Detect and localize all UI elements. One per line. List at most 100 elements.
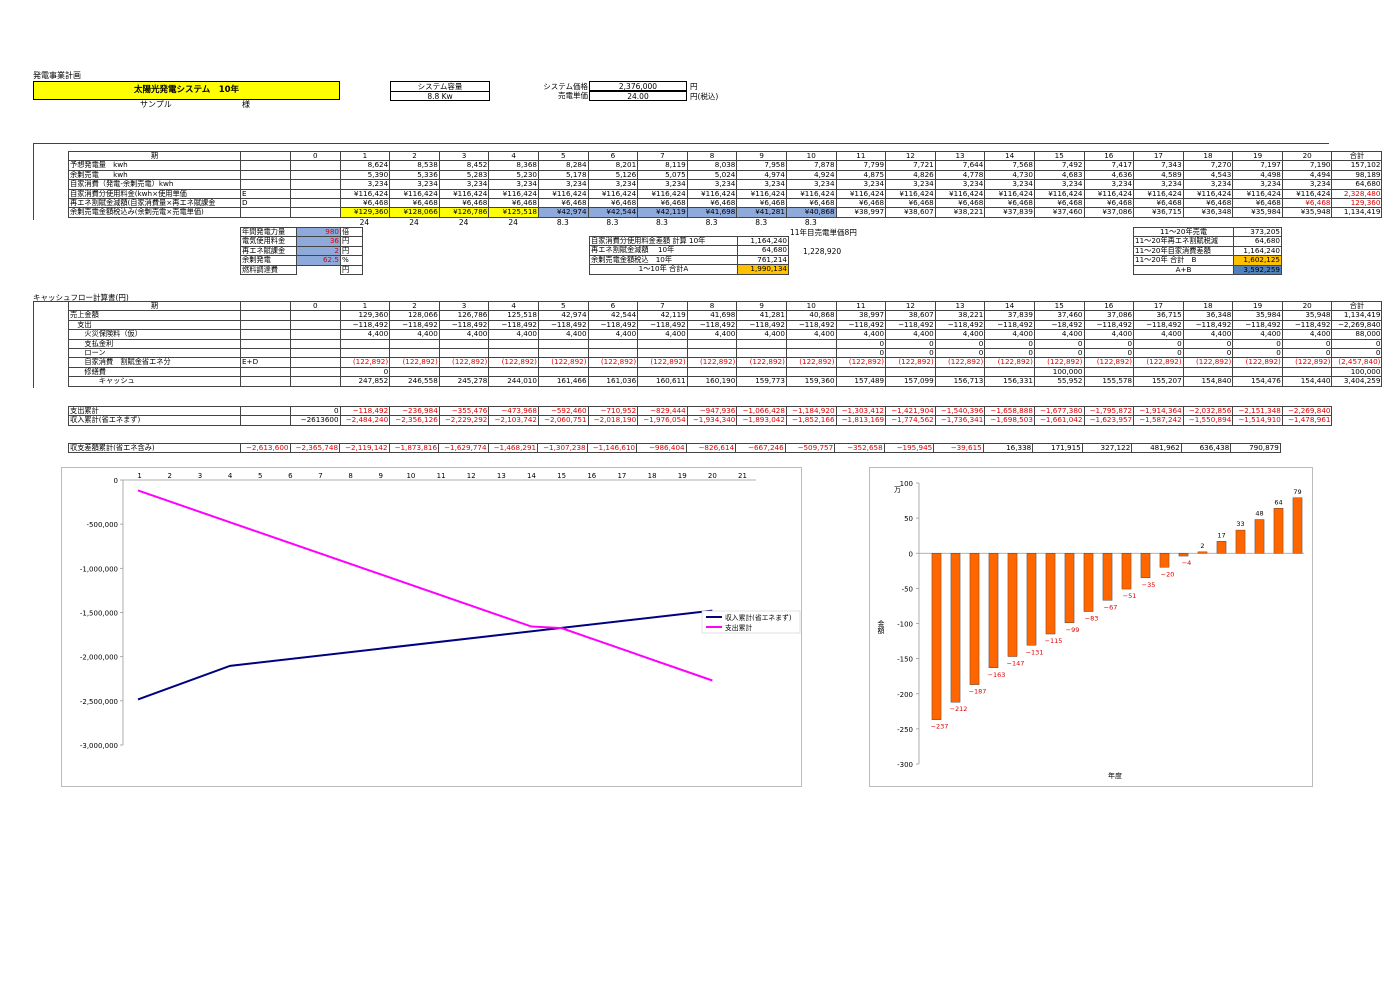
cell: ¥6,468 (1281, 198, 1333, 209)
cell: −118,492 (1133, 319, 1184, 331)
col-header: 13 (934, 300, 986, 312)
cell (835, 366, 887, 378)
summary20-row: 11～20年自家消費差額 1,164,240 (1133, 245, 1282, 257)
param-row: 燃料調達費 円 (240, 264, 363, 276)
cell: 7,799 (835, 160, 887, 171)
row-total: 1,134,419 (1331, 207, 1383, 218)
col-header: 0 (290, 150, 341, 162)
summary10-row: 自家消費分使用料金差額 計算 10年 1,164,240 (589, 235, 789, 247)
cell: ¥42,544 (587, 207, 639, 218)
summary-value: 1,164,240 (1233, 245, 1282, 257)
col-header: 2 (389, 300, 440, 312)
cell: (122,892) (537, 357, 589, 368)
cell (537, 366, 589, 378)
cell: 0 (885, 348, 936, 359)
bar (1178, 553, 1189, 557)
cell: −1,623,957 (1083, 415, 1135, 426)
cell: ¥37,460 (1033, 207, 1085, 218)
bar (1235, 529, 1246, 554)
cell: (122,892) (835, 357, 887, 368)
cell (290, 319, 341, 331)
cumulative-row: 支出累計 0 −118,492 −236,984 −355,476 −473,968 −59… (68, 405, 1333, 417)
cell (885, 366, 936, 378)
cell: 0 (984, 348, 1035, 359)
cell: 0 (1033, 338, 1085, 350)
cashflow-row: 売上金額 129,360 128,066 126,786 125,518 42,974 42… (68, 310, 1383, 321)
param-unit: 円 (340, 264, 363, 276)
bar (969, 553, 980, 685)
y-tick-label: -100 (897, 621, 913, 629)
cell: −118,492 (835, 319, 887, 331)
cell: 42,119 (637, 310, 688, 321)
cell: 129,360 (339, 310, 391, 321)
y-tick-label: -2,000,000 (80, 654, 118, 662)
series-line (137, 489, 713, 682)
summary10-extra: 1,228,920 (803, 247, 842, 256)
summary-value: 1,602,125 (1233, 255, 1282, 266)
cell (736, 348, 787, 359)
cell: −118,492 (984, 319, 1035, 331)
cell: 7,644 (934, 160, 986, 171)
col-header: 6 (587, 300, 639, 312)
cell: 7,270 (1182, 160, 1234, 171)
row-label: 自家消費 割賦金省エネ分 (68, 357, 241, 368)
x-tick-label: 19 (678, 472, 687, 480)
cell (290, 179, 341, 190)
bar-label: 64 (1274, 498, 1282, 506)
param-label: 年間発電力量 (240, 226, 297, 238)
cell: 157,489 (835, 376, 887, 387)
summary-value: 1,990,134 (737, 264, 789, 275)
bar-label: −51 (1123, 592, 1137, 600)
cell (488, 366, 539, 378)
cell: ¥36,348 (1182, 207, 1234, 218)
cell: ¥6,468 (637, 198, 688, 209)
bar-label: −131 (1026, 648, 1044, 656)
cell: 8,038 (686, 160, 738, 171)
cell: −1,550,894 (1182, 415, 1234, 426)
bar-label: −83 (1085, 615, 1099, 623)
cell (587, 348, 639, 359)
cell: ¥6,468 (934, 198, 986, 209)
cell: −2,484,240 (339, 415, 391, 426)
cell: 4,498 (1232, 169, 1283, 181)
x-tick-label: 6 (288, 472, 293, 480)
row-label: 自家消費分使用料金(kwh×使用単価 (68, 188, 241, 200)
cell: 481,962 (1131, 442, 1182, 454)
row-total: 0 (1331, 348, 1383, 359)
summary10-row: 1～10年 合計A 1,990,134 (589, 264, 789, 275)
summary20-row: 11～20年再エネ割賦税減 64,680 (1133, 236, 1282, 247)
cell: ¥6,468 (1133, 198, 1184, 209)
bar (1045, 553, 1056, 635)
row-label: 余剰売電 kwh (68, 169, 241, 181)
cell: 41,281 (736, 310, 787, 321)
cell: 4,494 (1281, 169, 1333, 181)
cell (587, 338, 639, 350)
row-code (240, 366, 291, 378)
cell: 55,952 (1033, 376, 1085, 387)
cell (1083, 366, 1135, 378)
cell: 8,368 (488, 160, 539, 171)
cell: −1,661,042 (1033, 415, 1085, 426)
param-unit: 倍 (340, 226, 363, 238)
cell: ¥6,468 (1083, 198, 1135, 209)
cell (1281, 366, 1333, 378)
cell: 0 (835, 338, 887, 350)
row-total: (2,457,840) (1331, 357, 1383, 368)
cell: 4,778 (934, 169, 986, 181)
cell: (122,892) (984, 357, 1035, 368)
param-value: 62.5 (296, 255, 341, 266)
cell: 0 (1281, 338, 1333, 350)
row-code: E (240, 188, 291, 200)
cell: 5,126 (587, 169, 639, 181)
col-header: 3 (438, 300, 490, 312)
cell: 161,036 (587, 376, 639, 387)
cell: −1,066,428 (736, 405, 787, 417)
cell (984, 366, 1035, 378)
cell: 4,400 (885, 329, 936, 340)
cell: 327,122 (1081, 442, 1133, 454)
cell: −1,976,054 (637, 415, 688, 426)
cell: 156,713 (934, 376, 986, 387)
summary-label: 再エネ割賦金減額 10年 (589, 245, 738, 256)
cell: ¥42,119 (637, 207, 688, 218)
cell: 4,400 (1083, 329, 1135, 340)
